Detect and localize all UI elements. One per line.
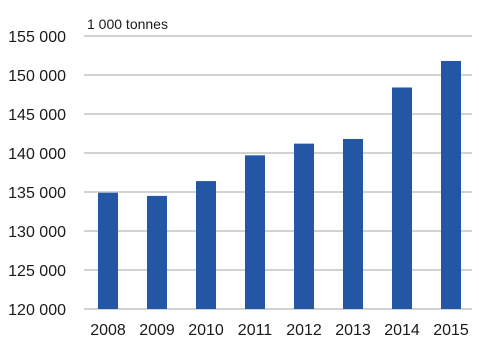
bar-2013 [343,138,363,309]
x-category-label: 2008 [90,322,126,339]
unit-label: 1 000 tonnes [87,16,168,32]
y-tick-label: 145 000 [8,107,66,124]
x-axis-category-labels: 2008 2009 2010 2011 2012 2013 2014 2015 [90,322,469,339]
bar-2012 [294,143,314,309]
x-category-label: 2013 [335,322,371,339]
gridlines [84,35,472,310]
bar-2015 [441,60,461,310]
y-tick-label: 120 000 [8,302,66,319]
y-tick-label: 155 000 [8,29,66,46]
y-tick-label: 150 000 [8,68,66,85]
x-category-label: 2014 [384,322,420,339]
x-category-label: 2015 [433,322,469,339]
x-category-label: 2010 [188,322,224,339]
y-tick-label: 140 000 [8,146,66,163]
y-tick-label: 125 000 [8,263,66,280]
bar-2009 [147,195,167,309]
x-category-label: 2009 [139,322,175,339]
bar-2010 [196,181,216,309]
bar-2011 [245,155,265,309]
y-tick-label: 135 000 [8,185,66,202]
x-category-label: 2012 [286,322,322,339]
bar-2008 [98,192,118,309]
x-category-label: 2011 [238,322,273,339]
y-axis-tick-labels: 120 000 125 000 130 000 135 000 140 000 145 0… [8,29,66,319]
bar-2014 [392,87,412,309]
y-tick-label: 130 000 [8,224,66,241]
bars [98,60,461,310]
